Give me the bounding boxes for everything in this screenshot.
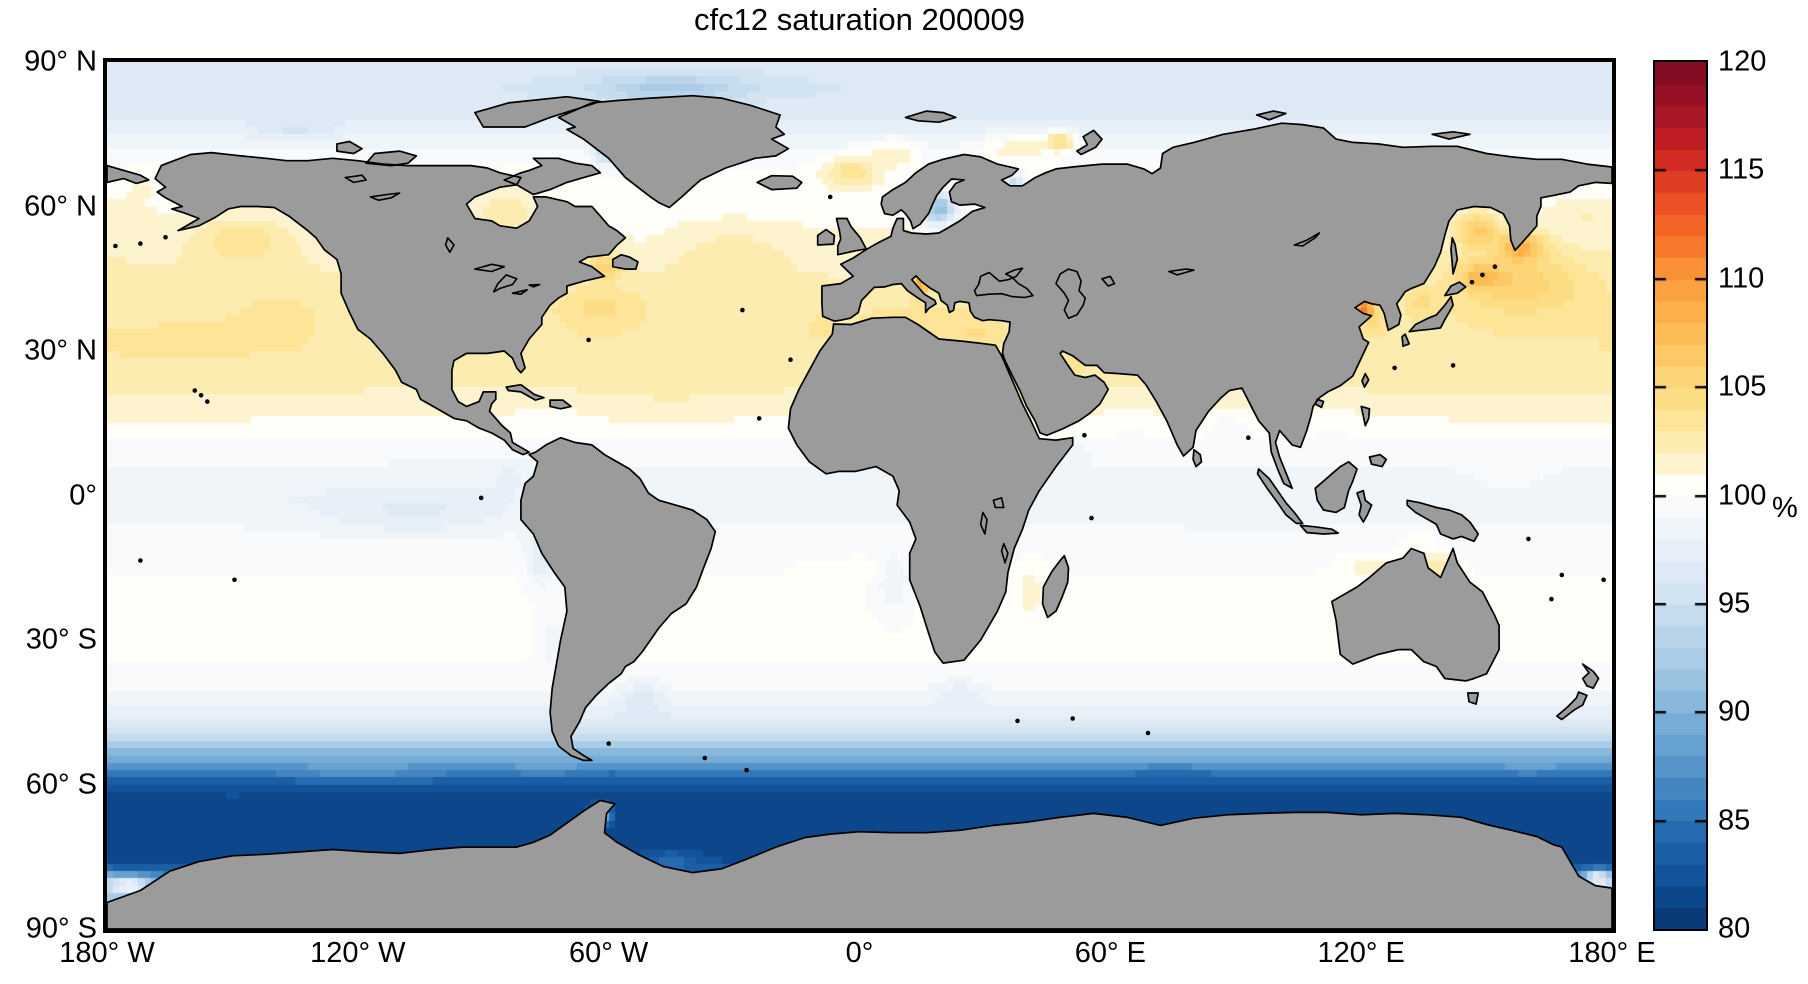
island-speck (192, 388, 198, 393)
island-speck (788, 357, 793, 363)
island-speck (1450, 363, 1456, 368)
colorbar-tick-label: 110 (1718, 262, 1765, 295)
island-speck (1480, 272, 1485, 278)
y-tick-label: 30° S (25, 623, 97, 656)
colorbar-tick-label: 120 (1718, 45, 1767, 78)
island-speck (478, 495, 484, 501)
island-speck (702, 755, 708, 761)
island-speck (232, 577, 237, 583)
x-tick-label: 0° (845, 937, 874, 969)
island-speck (1559, 572, 1565, 578)
x-tick-label: 120° E (1317, 937, 1405, 969)
x-tick-label: 180° W (59, 937, 155, 969)
colorbar-unit-label: % (1772, 491, 1798, 524)
y-tick-label: 30° N (24, 334, 97, 367)
lakes-path (344, 174, 1321, 564)
island-speck (1015, 718, 1020, 724)
island-speck (744, 767, 749, 773)
y-tick-label: 90° N (24, 45, 97, 78)
y-tick-label: 0° (69, 479, 97, 511)
island-speck (740, 307, 745, 313)
colorbar-canvas (1655, 62, 1706, 929)
x-tick-label: 60° W (569, 937, 649, 969)
island-speck (138, 241, 143, 246)
colorbar-tick-label: 80 (1718, 912, 1751, 945)
colorbar-tick-label: 85 (1718, 804, 1751, 837)
island-speck (1601, 577, 1606, 583)
colorbar-tick-label: 100 (1718, 479, 1767, 511)
island-speck (1089, 515, 1094, 521)
island-speck (163, 235, 168, 240)
land-overlay (107, 94, 1612, 929)
island-speck (1469, 279, 1475, 285)
island-speck (606, 741, 611, 746)
x-tick-label: 180° E (1568, 937, 1656, 969)
island-speck (1246, 435, 1251, 441)
island-speck (198, 393, 204, 398)
y-tick-label: 60° S (25, 768, 97, 800)
y-tick-label: 60° N (24, 190, 97, 222)
island-speck (1492, 264, 1498, 269)
colorbar-tick-label: 105 (1718, 370, 1767, 403)
colorbar (1653, 60, 1708, 931)
island-speck (1145, 730, 1151, 736)
island-speck (138, 558, 143, 563)
y-tick-label: 90° S (25, 912, 97, 945)
island-speck (1070, 716, 1075, 721)
island-speck (205, 399, 210, 404)
island-speck (756, 416, 762, 421)
plot-title: cfc12 saturation 200009 (694, 2, 1025, 37)
island-speck (586, 337, 591, 343)
island-speck (113, 243, 118, 249)
colorbar-tick-label: 115 (1718, 153, 1765, 186)
x-tick-label: 60° E (1074, 937, 1146, 969)
island-speck (1549, 596, 1554, 602)
island-speck (1392, 365, 1397, 371)
continents-path (107, 94, 1612, 929)
x-tick-label: 120° W (310, 937, 406, 969)
colorbar-tick-label: 95 (1718, 587, 1751, 620)
colorbar-tick-label: 90 (1718, 695, 1751, 728)
island-speck (1526, 536, 1531, 542)
island-speck (1082, 433, 1087, 438)
island-speck (827, 194, 833, 200)
